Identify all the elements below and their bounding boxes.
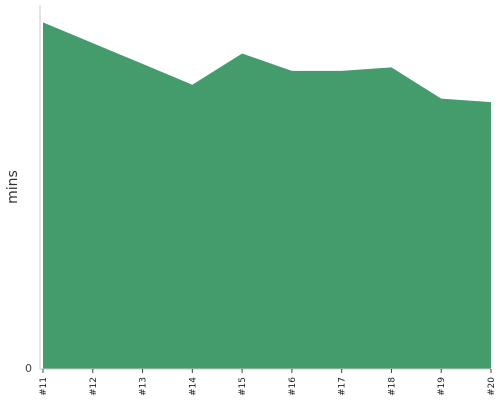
area-series-0 (43, 22, 491, 369)
x-axis-ticks: #11 #12 #13 #14 #15 #16 #17 #18 #19 #20 (39, 369, 497, 396)
x-tick-label-0: #11 (39, 377, 49, 396)
axes (39, 5, 491, 370)
x-tick-label-2: #13 (139, 377, 149, 396)
y-tick-label-0: 0 (25, 362, 32, 375)
plot-area (43, 22, 491, 369)
x-tick-label-9: #20 (487, 377, 497, 396)
y-axis-title: mins (5, 170, 21, 204)
x-tick-label-4: #15 (238, 377, 248, 396)
x-tick-label-5: #16 (288, 377, 298, 396)
x-tick-label-7: #18 (387, 377, 397, 396)
x-tick-label-3: #14 (188, 377, 198, 396)
x-tick-label-6: #17 (338, 377, 348, 396)
y-axis-ticks: 0 (25, 362, 32, 375)
x-tick-label-8: #19 (437, 377, 447, 396)
x-tick-label-1: #12 (89, 377, 99, 396)
